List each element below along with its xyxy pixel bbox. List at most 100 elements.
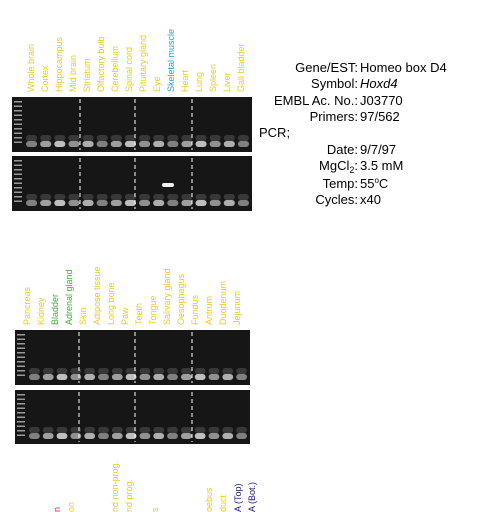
lane-smear	[29, 368, 40, 374]
info-key: Temp:	[323, 176, 358, 191]
info-sup: o	[374, 176, 379, 185]
lane-band	[84, 433, 96, 439]
lane-label: Lung	[194, 72, 204, 92]
lane-band	[167, 433, 178, 439]
lane-label: duct	[218, 494, 228, 512]
lane-smear	[139, 427, 151, 433]
lane-label: Spinal cord	[124, 47, 134, 92]
gel-image	[15, 390, 250, 444]
lane-band	[40, 141, 52, 147]
lane-label: nd prog.	[124, 479, 134, 512]
gel-image	[15, 330, 250, 385]
ladder-band	[17, 370, 25, 372]
lane-band	[82, 200, 94, 206]
ladder-band	[14, 182, 22, 184]
lane-label: Olfactory bulb	[96, 36, 106, 92]
lane-smear	[110, 135, 122, 141]
lane-smear	[124, 135, 136, 141]
lane-smear	[194, 368, 206, 374]
ladder-band	[14, 137, 22, 139]
ladder-band	[17, 352, 25, 354]
lane-label: oebus	[204, 487, 214, 512]
lane-label: nd non-prog.	[110, 461, 120, 512]
info-key: MgCl2:	[319, 158, 358, 175]
ladder-band	[14, 114, 22, 116]
lane-label: Tongue	[148, 295, 158, 325]
lane-smear	[194, 427, 206, 433]
info-key: Date:	[327, 142, 358, 157]
lane-band	[167, 200, 179, 206]
lane-label: Adipose tissue	[92, 266, 102, 325]
lane-smear	[110, 194, 122, 200]
lane-smear	[153, 368, 165, 374]
ladder-band	[14, 191, 22, 193]
lane-smear	[153, 194, 165, 200]
lane-band	[84, 374, 96, 380]
lane-band	[124, 141, 136, 147]
lane-smear	[98, 427, 109, 433]
lane-label: Adrenal gland	[64, 269, 74, 325]
lane-smear	[223, 135, 235, 141]
lane-band	[70, 433, 82, 439]
lane-label: Cerebellum	[110, 46, 120, 92]
ladder-band	[14, 178, 22, 180]
lane-band	[139, 433, 151, 439]
ladder-band	[17, 334, 25, 336]
lane-smear	[125, 427, 137, 433]
ladder-band	[14, 123, 22, 125]
info-value: 55oC	[360, 176, 388, 191]
lane-smear	[70, 368, 82, 374]
ladder-band	[14, 119, 22, 121]
lane-label: Whole brain	[26, 44, 36, 92]
info-key: Gene/EST:	[295, 60, 358, 75]
lane-band	[153, 141, 165, 147]
lane-smear	[236, 427, 247, 433]
lane-smear	[26, 135, 38, 141]
ladder-band	[14, 187, 22, 189]
info-pcr: PCR;	[259, 125, 290, 140]
lane-band	[42, 433, 54, 439]
ladder-band	[17, 347, 25, 349]
lane-smear	[70, 427, 82, 433]
info-key: EMBL Ac. No.:	[274, 93, 358, 108]
lane-smear	[237, 194, 249, 200]
info-value: x40	[360, 192, 381, 207]
ladder-band	[17, 365, 25, 367]
lane-band	[223, 141, 235, 147]
lane-label: Antrum	[204, 296, 214, 325]
lane-band	[194, 374, 206, 380]
lane-smear	[153, 427, 165, 433]
lane-smear	[96, 194, 108, 200]
ladder-band	[17, 394, 25, 396]
lane-band	[237, 141, 249, 147]
lane-smear	[82, 194, 94, 200]
lane-band	[42, 374, 54, 380]
ladder-band	[17, 403, 25, 405]
ladder-band	[14, 196, 22, 198]
ladder-band	[14, 110, 22, 112]
lane-band	[82, 141, 94, 147]
lane-smear	[208, 368, 220, 374]
lane-smear	[209, 194, 221, 200]
info-unit: C	[379, 176, 388, 191]
lane-smear	[111, 427, 123, 433]
lane-label: Long bone	[106, 282, 116, 325]
lane-smear	[84, 427, 96, 433]
ladder-band	[17, 398, 25, 400]
ladder-band	[17, 430, 25, 432]
lane-smear	[180, 427, 192, 433]
lane-band	[26, 200, 38, 206]
lane-smear	[236, 368, 247, 374]
lane-band	[29, 374, 40, 380]
ladder-band	[17, 416, 25, 418]
lane-label: Striatum	[82, 58, 92, 92]
ladder-band	[14, 132, 22, 134]
lane-label: Mid brain	[68, 55, 78, 92]
lane-label: Skeletal muscle	[166, 29, 176, 92]
lane-band	[139, 141, 151, 147]
specific-band	[162, 183, 174, 187]
lane-smear	[40, 135, 52, 141]
lane-band	[139, 374, 151, 380]
lane-band	[180, 374, 192, 380]
ladder-band	[14, 173, 22, 175]
